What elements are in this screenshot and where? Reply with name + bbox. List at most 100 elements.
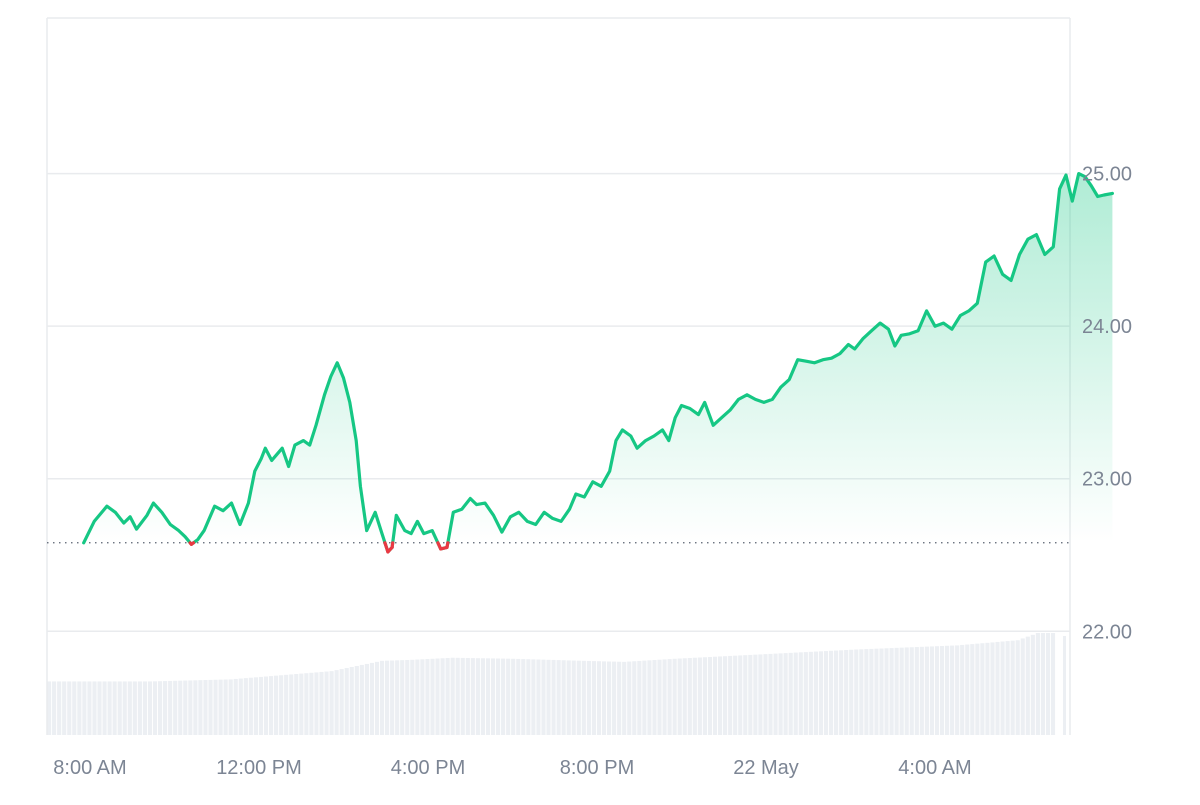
volume-bar bbox=[939, 646, 945, 735]
volume-bar bbox=[147, 681, 153, 735]
volume-bar bbox=[546, 659, 551, 735]
volume-bar bbox=[859, 649, 864, 735]
volume-bar bbox=[828, 650, 834, 735]
volume-bar bbox=[506, 658, 511, 735]
volume-bar bbox=[521, 659, 526, 735]
volume-bar bbox=[47, 681, 52, 735]
volume-bar bbox=[536, 659, 541, 735]
volume-bar bbox=[576, 660, 581, 735]
volume-bar bbox=[798, 652, 803, 735]
price-line-down bbox=[189, 541, 196, 546]
x-tick-label: 8:00 PM bbox=[560, 757, 634, 779]
volume-bar bbox=[142, 681, 147, 735]
volume-bar bbox=[349, 667, 354, 735]
volume-bar bbox=[662, 659, 667, 735]
volume-bar bbox=[470, 658, 475, 735]
volume-bar bbox=[102, 681, 107, 735]
volume-bar bbox=[233, 678, 238, 735]
price-line-down bbox=[445, 541, 450, 550]
volume-bar bbox=[1010, 640, 1015, 735]
volume-bar bbox=[950, 645, 955, 735]
volume-bar bbox=[556, 660, 561, 735]
volume-bar bbox=[1020, 638, 1025, 735]
volume-bar bbox=[586, 660, 591, 735]
volume-bar bbox=[319, 671, 324, 735]
volume-bar bbox=[501, 658, 506, 735]
volume-bar bbox=[793, 652, 798, 735]
y-tick-label: 24.00 bbox=[1082, 316, 1132, 338]
volume-bar bbox=[258, 676, 264, 735]
x-tick-label: 22 May bbox=[733, 757, 799, 779]
volume-bar bbox=[425, 659, 430, 735]
volume-bar bbox=[551, 659, 556, 735]
volume-bar bbox=[733, 655, 738, 735]
volume-bar bbox=[490, 658, 496, 735]
volume-bar bbox=[955, 645, 960, 735]
volume-bar bbox=[980, 643, 985, 735]
volume-bar bbox=[929, 646, 935, 735]
volume-bar bbox=[526, 659, 531, 735]
volume-bar bbox=[783, 653, 788, 736]
volume-bar bbox=[697, 657, 702, 735]
volume-bar bbox=[440, 658, 445, 735]
volume-bar bbox=[823, 651, 829, 735]
volume-bar bbox=[193, 680, 198, 735]
volume-bar bbox=[728, 655, 733, 735]
volume-bar bbox=[253, 677, 258, 735]
volume-bar bbox=[717, 656, 723, 735]
x-tick-label: 12:00 PM bbox=[216, 757, 302, 779]
volume-bar bbox=[637, 660, 642, 735]
volume-bar bbox=[359, 664, 364, 735]
volume-bar bbox=[934, 646, 940, 735]
price-line-down bbox=[390, 541, 395, 550]
volume-bar bbox=[889, 648, 894, 735]
volume-bar bbox=[168, 680, 173, 735]
volume-bar bbox=[657, 659, 662, 735]
volume-bar bbox=[157, 681, 163, 735]
volume-bar bbox=[919, 646, 924, 735]
volume-bar bbox=[743, 655, 748, 735]
y-tick-label: 23.00 bbox=[1082, 469, 1132, 491]
y-tick-label: 22.00 bbox=[1082, 621, 1132, 643]
volume-bar bbox=[677, 658, 682, 735]
volume-bar bbox=[339, 669, 344, 735]
volume-bar bbox=[970, 644, 975, 735]
volume-bar bbox=[203, 680, 208, 735]
volume-bar bbox=[420, 659, 425, 735]
volume-bar bbox=[112, 681, 117, 735]
volume-bar bbox=[985, 642, 990, 736]
volume-bar bbox=[839, 650, 844, 735]
volume-bar bbox=[354, 665, 359, 735]
volume-bar bbox=[702, 657, 707, 736]
volume-bar bbox=[1030, 634, 1035, 735]
volume-bar bbox=[581, 660, 586, 735]
volume-bar bbox=[778, 653, 783, 735]
volume-bar bbox=[1035, 633, 1040, 735]
volume-bar bbox=[475, 658, 480, 735]
volume-bar bbox=[314, 672, 319, 735]
volume-bar bbox=[627, 661, 632, 735]
volume-bar bbox=[591, 661, 596, 735]
volume-bar bbox=[682, 658, 687, 735]
volume-bar bbox=[748, 654, 753, 735]
volume-bar bbox=[1040, 633, 1046, 735]
volume-bar bbox=[465, 658, 470, 735]
volume-bar bbox=[965, 644, 970, 735]
volume-bar bbox=[163, 681, 168, 735]
x-tick-label: 4:00 PM bbox=[391, 757, 465, 779]
volume-bar bbox=[379, 660, 385, 735]
x-tick-label: 8:00 AM bbox=[53, 757, 126, 779]
volume-bar bbox=[395, 660, 400, 735]
volume-bar bbox=[410, 659, 415, 735]
volume-bar bbox=[1025, 636, 1030, 735]
volume-bar bbox=[485, 658, 491, 735]
volume-bar bbox=[808, 651, 813, 735]
volume-bar bbox=[218, 679, 223, 735]
volume-bar bbox=[496, 658, 501, 735]
volume-bar bbox=[309, 672, 314, 735]
volume-bar bbox=[768, 653, 773, 735]
volume-bar bbox=[243, 678, 248, 735]
volume-bar bbox=[334, 670, 339, 735]
volume-bar bbox=[132, 681, 137, 735]
